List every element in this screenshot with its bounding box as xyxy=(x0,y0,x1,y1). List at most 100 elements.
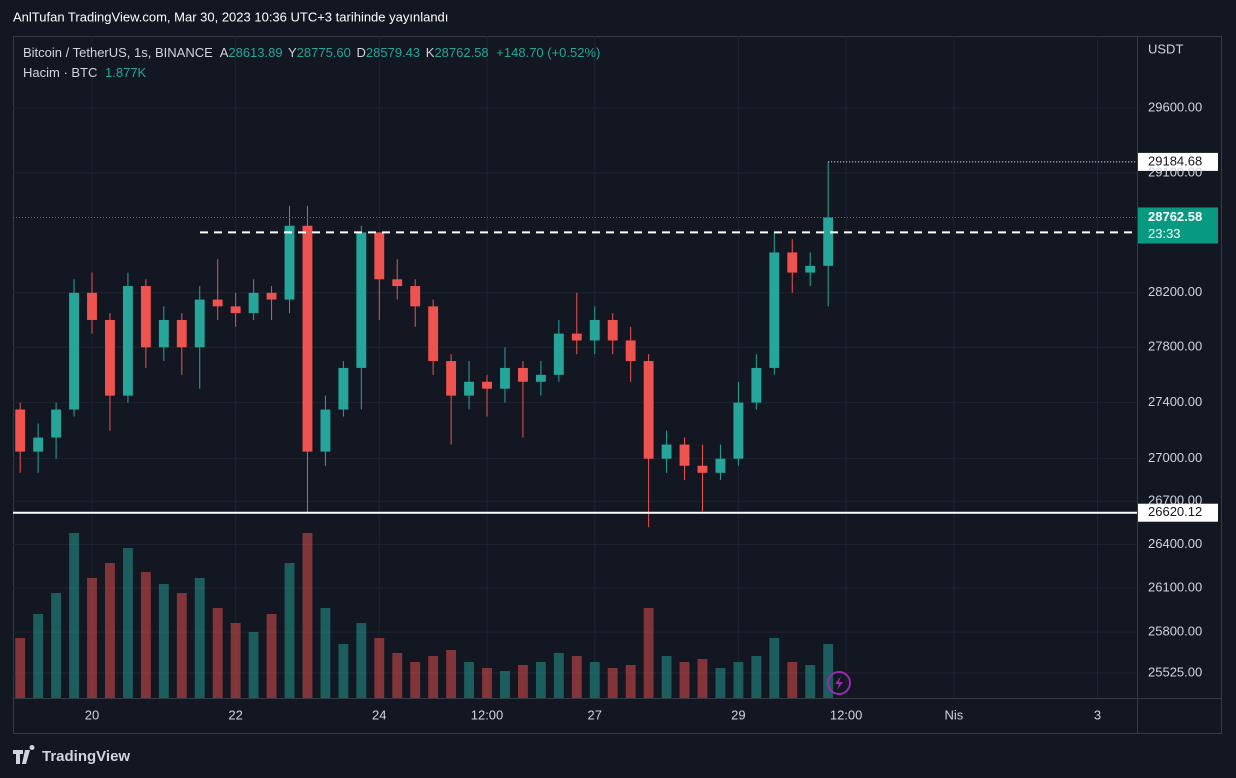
volume-name: Hacim · BTC xyxy=(23,65,97,80)
volume-bar xyxy=(140,572,151,698)
candle-body xyxy=(69,292,79,410)
y-tick-label: 28200.00 xyxy=(1148,284,1202,299)
candle-body xyxy=(374,232,385,280)
y-tick-label: 26700.00 xyxy=(1148,493,1202,508)
volume-bar xyxy=(805,665,816,698)
y-tick-label: 27400.00 xyxy=(1148,394,1202,409)
volume-bar xyxy=(51,593,62,698)
candle-body xyxy=(553,333,564,375)
candle-body xyxy=(158,319,169,348)
y-tick-label: 25800.00 xyxy=(1148,624,1202,639)
volume-value: 1.877K xyxy=(105,65,147,80)
candle-body xyxy=(661,444,672,459)
x-tick-label: 12:00 xyxy=(830,707,863,722)
candle-body xyxy=(248,292,259,314)
candle-body xyxy=(392,279,403,287)
volume-bar xyxy=(158,584,169,698)
ohlc-value: 28613.89 xyxy=(228,45,282,60)
volume-bar xyxy=(105,563,115,698)
currency: USDT xyxy=(1148,41,1183,56)
volume-bar xyxy=(733,662,744,698)
countdown: 23:33 xyxy=(1148,226,1181,241)
candle-body xyxy=(823,217,834,266)
volume-bar xyxy=(517,665,528,698)
y-tick-label: 26400.00 xyxy=(1148,536,1202,551)
level-label-box xyxy=(1137,152,1218,171)
legend: Bitcoin / TetherUS, 1s, BINANCE A28613.8… xyxy=(23,45,600,60)
volume-bar xyxy=(374,638,385,698)
volume-bar xyxy=(15,638,26,698)
candle-body xyxy=(284,225,295,300)
volume-bar xyxy=(356,623,367,698)
volume-bar xyxy=(302,533,313,698)
candle-body xyxy=(15,409,26,452)
ohlc-value: 28579.43 xyxy=(366,45,420,60)
candle-layer xyxy=(15,161,834,528)
alert-icon[interactable] xyxy=(827,671,851,695)
volume-bar xyxy=(33,614,44,698)
panel xyxy=(13,36,1222,734)
axis-layer: 25525.00 25800.00 26100.00 26400.00 26700.00… xyxy=(85,99,1202,722)
candle-body xyxy=(266,292,277,300)
x-tick-label: 24 xyxy=(372,707,386,722)
candle-body xyxy=(230,306,241,314)
candle-body xyxy=(535,374,546,382)
ohlc-key: A xyxy=(220,45,229,60)
x-tick-label: 27 xyxy=(588,707,602,722)
volume-bar xyxy=(122,548,133,698)
volume-bar xyxy=(482,668,492,698)
candle-body xyxy=(51,409,62,438)
candle-body xyxy=(428,306,439,362)
candle-body xyxy=(464,381,475,396)
brand: TradingView xyxy=(42,748,130,765)
volume-bar xyxy=(266,614,277,698)
logo xyxy=(13,744,35,764)
candle-body xyxy=(500,367,510,389)
candle-body xyxy=(410,286,421,307)
volume-bar xyxy=(194,578,205,698)
x-tick-label: 22 xyxy=(228,707,242,722)
volume-bar xyxy=(823,644,834,698)
volume-bar xyxy=(69,533,79,698)
volume-bar xyxy=(643,608,654,698)
volume-bar xyxy=(589,662,600,698)
candle-body xyxy=(194,299,205,348)
volume-bar xyxy=(248,632,259,698)
candle-body xyxy=(87,292,97,320)
candle-body xyxy=(733,402,744,459)
volume-bar xyxy=(464,662,475,698)
y-tick-label: 27000.00 xyxy=(1148,450,1202,465)
last-price-box xyxy=(1137,207,1218,244)
candle-body xyxy=(338,367,349,410)
candle-body xyxy=(105,319,115,396)
candle-body xyxy=(140,286,151,348)
ohlc-value: 28762.58 xyxy=(434,45,488,60)
volume-bar xyxy=(212,608,223,698)
y-tick-label: 29600.00 xyxy=(1148,99,1202,114)
candle-body xyxy=(176,319,187,348)
y-tick-label: 29100.00 xyxy=(1148,164,1202,179)
volume-bar xyxy=(715,668,726,698)
x-tick-label: 20 xyxy=(85,707,99,722)
volume-bar xyxy=(535,662,546,698)
candle-body xyxy=(446,361,457,396)
candle-body xyxy=(751,367,762,403)
volume-bar xyxy=(338,644,349,698)
volume-bar xyxy=(176,593,187,698)
candle-body xyxy=(787,252,798,273)
volume-bar xyxy=(697,659,708,698)
volume-layer xyxy=(15,533,834,698)
ohlc-value: 28775.60 xyxy=(297,45,351,60)
level-label: 26620.12 xyxy=(1148,504,1202,519)
candle-body xyxy=(589,319,600,341)
volume-legend: Hacim · BTC 1.877K xyxy=(23,65,147,80)
candle-body xyxy=(805,265,816,273)
volume-bar xyxy=(428,656,439,698)
change: +148.70 (+0.52%) xyxy=(496,45,600,60)
candle-body xyxy=(212,299,223,307)
x-tick-label: 12:00 xyxy=(471,707,504,722)
x-tick-label: Nis xyxy=(944,707,963,722)
level-label-box xyxy=(1137,503,1218,522)
